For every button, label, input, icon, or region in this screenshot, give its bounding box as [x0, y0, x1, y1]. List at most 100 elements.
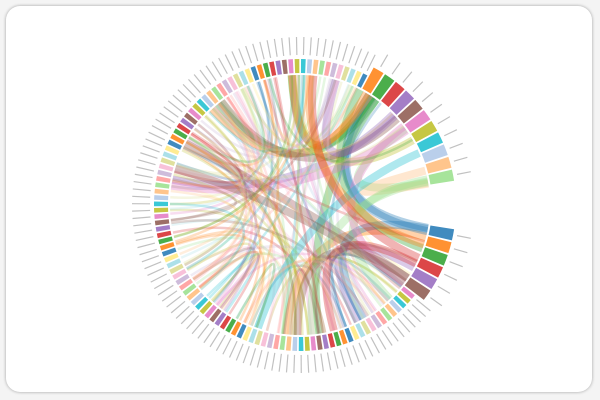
label-stub [381, 330, 393, 346]
ring-segment [351, 70, 362, 86]
ring-segment [260, 332, 269, 347]
label-stub [203, 327, 215, 344]
label-stub [249, 348, 257, 366]
ring-segment [169, 263, 184, 275]
chord [218, 102, 293, 335]
ring-segment [404, 277, 431, 300]
chord [254, 149, 421, 330]
label-stub [132, 188, 151, 192]
chord [187, 138, 254, 305]
ring-segment [195, 296, 209, 310]
ring-segment [281, 59, 288, 75]
label-stub [453, 156, 468, 162]
label-stub [172, 94, 187, 108]
chord [185, 246, 322, 334]
label-stub [252, 43, 259, 62]
ring-segment [164, 253, 179, 263]
label-stub [456, 171, 471, 175]
chord [325, 84, 359, 147]
ring-segment [416, 132, 444, 153]
chord [170, 189, 239, 256]
chord [177, 236, 286, 334]
chord [234, 91, 346, 328]
chord [281, 74, 304, 335]
label-stub [138, 159, 156, 166]
label-stub [231, 51, 240, 69]
ring-segment [184, 112, 198, 125]
label-stub [222, 337, 232, 355]
chord [292, 255, 398, 335]
chord [194, 127, 258, 312]
chord [243, 79, 280, 324]
chord [192, 102, 256, 280]
label-stub [430, 103, 443, 113]
label-stub [335, 41, 342, 60]
label-stub [293, 354, 296, 373]
label-stub [224, 54, 234, 71]
label-stub [141, 255, 160, 263]
label-stub [346, 347, 353, 365]
label-stub [242, 345, 250, 364]
label-stub [443, 129, 458, 137]
ring-segment [262, 62, 271, 78]
ring-segment [192, 103, 206, 116]
ring-segment [273, 334, 280, 350]
ring-segment [209, 308, 222, 323]
chord [174, 90, 260, 179]
chord [337, 251, 401, 320]
chord [210, 253, 260, 308]
chord [269, 78, 390, 302]
ring-segment [360, 320, 372, 335]
label-stub [329, 40, 334, 59]
chord [281, 226, 428, 335]
chord [290, 74, 301, 335]
chord [173, 75, 294, 239]
ring-segment [362, 67, 384, 94]
ring-segment [275, 60, 282, 75]
chord [242, 84, 351, 147]
chord [222, 99, 402, 288]
ring-segment [346, 68, 356, 83]
label-stub [166, 295, 182, 308]
label-stub [376, 333, 387, 350]
label-stub [167, 100, 183, 113]
chord [310, 263, 368, 335]
label-stub [199, 69, 212, 85]
label-stub [197, 323, 210, 339]
chord [181, 149, 310, 335]
ring-segment [312, 59, 319, 75]
chord [213, 106, 405, 285]
chord [301, 75, 374, 314]
chord [331, 100, 379, 324]
ring-segment [304, 336, 310, 351]
label-stub [134, 229, 153, 234]
chord [288, 74, 371, 149]
ring-segment [199, 300, 213, 315]
label-stub [263, 351, 269, 370]
chord [183, 135, 245, 265]
chord [173, 74, 300, 238]
ring-segment [190, 292, 205, 306]
ring-segment [176, 122, 191, 135]
chord [316, 78, 341, 330]
chord [170, 178, 238, 222]
label-stub [316, 37, 320, 56]
ring-segment [225, 318, 237, 333]
ring-segment [425, 236, 452, 254]
chord [183, 79, 274, 167]
chord [297, 74, 306, 142]
ring-segment [186, 288, 201, 301]
label-stub [170, 300, 186, 314]
label-stub [456, 235, 471, 239]
chord [349, 232, 425, 305]
chord [186, 242, 252, 303]
label-stub [182, 83, 197, 98]
ring-segment [204, 304, 217, 319]
chord [171, 219, 369, 317]
chord [310, 75, 383, 308]
label-stub [153, 279, 171, 290]
ring-segment [306, 59, 313, 74]
chord [175, 125, 405, 180]
label-stub [307, 354, 310, 373]
ring-segment [269, 61, 277, 76]
